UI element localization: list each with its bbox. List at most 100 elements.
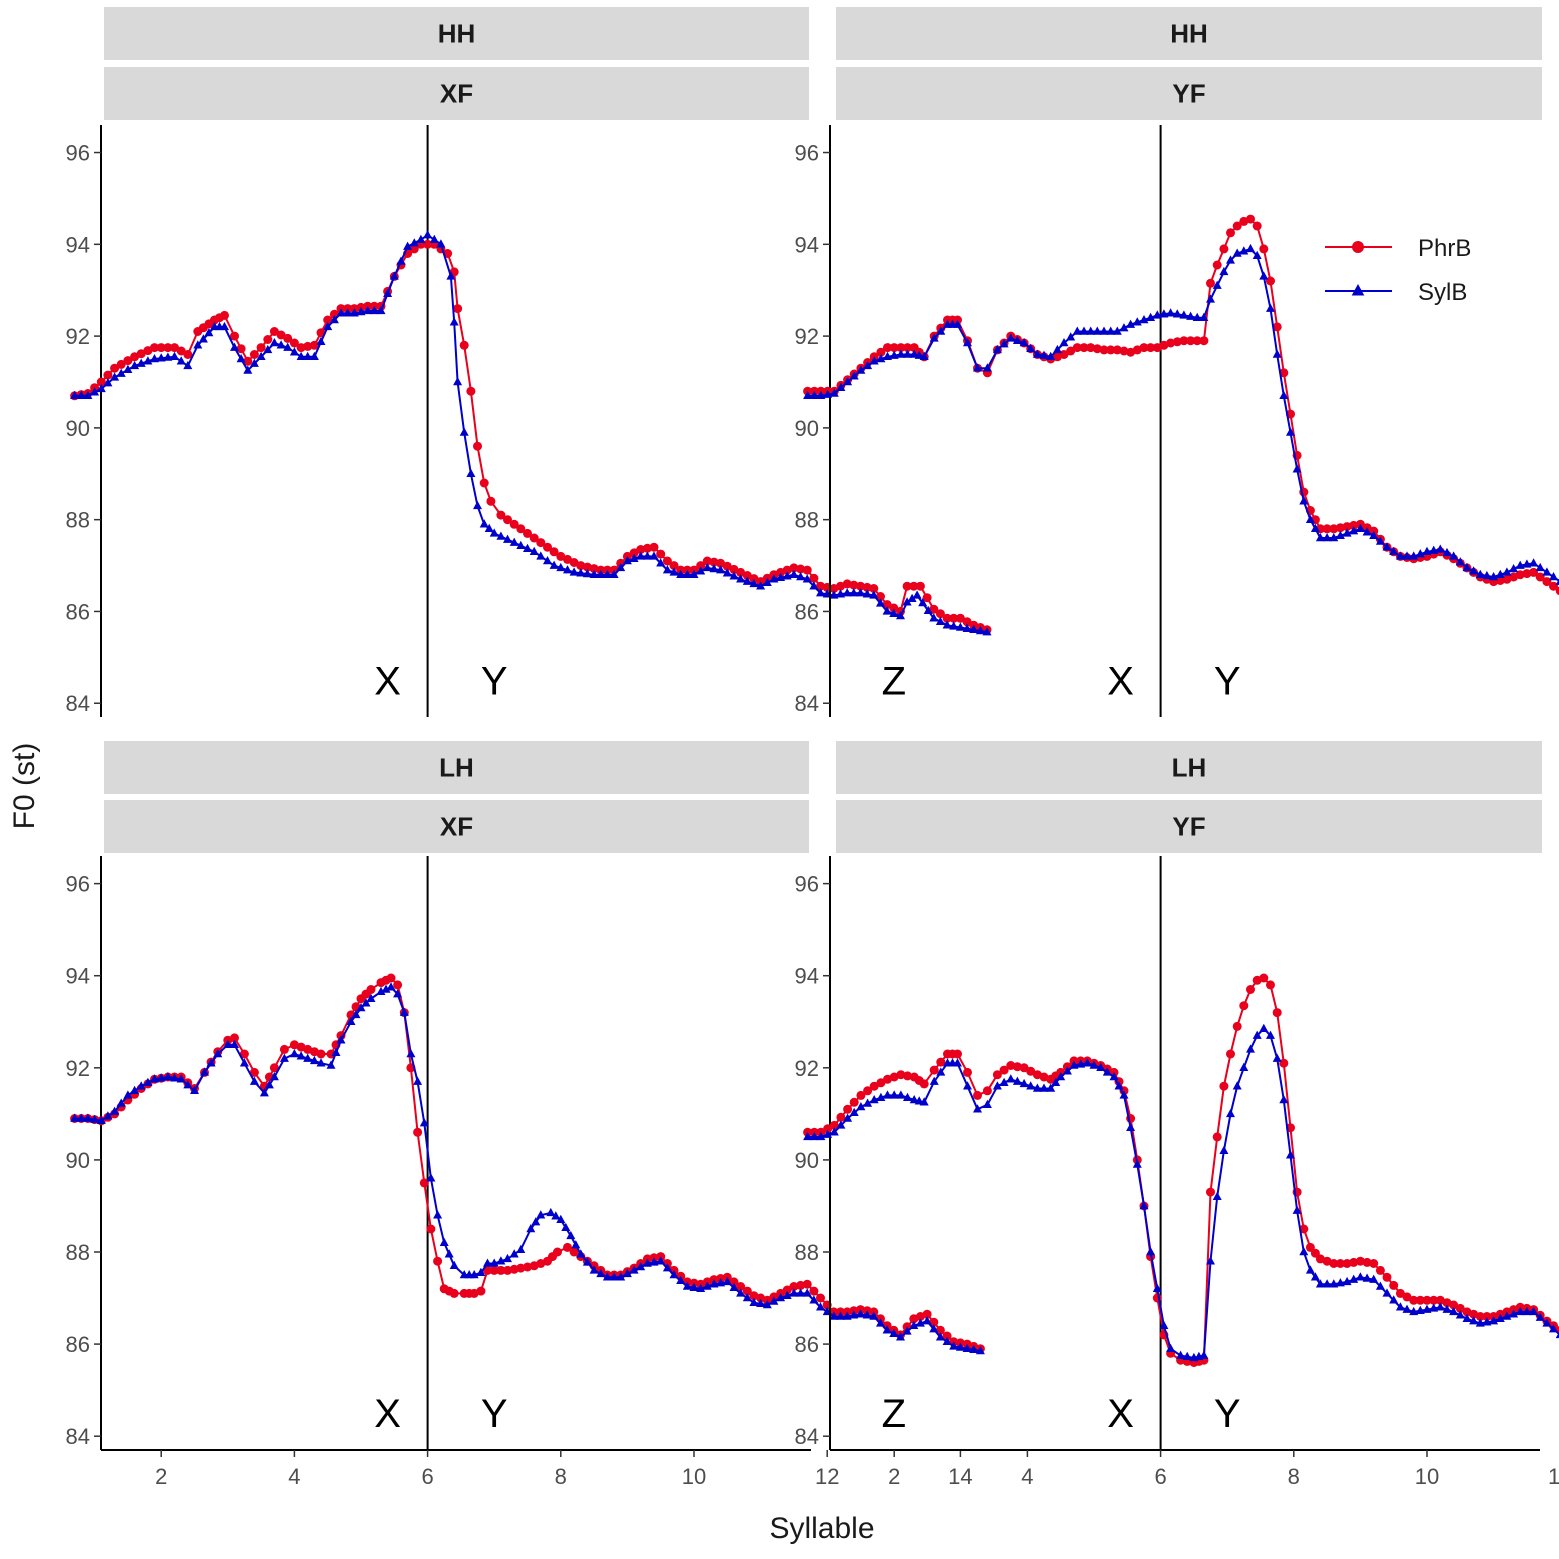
sylb-point: [973, 363, 982, 372]
sylb-point: [136, 358, 146, 367]
sylb-point: [489, 528, 499, 537]
sylb-point: [1415, 1305, 1425, 1314]
sylb-point: [729, 1282, 739, 1291]
sylb-point: [316, 1058, 326, 1067]
phrb-point: [935, 609, 945, 619]
phrb-point: [1026, 1066, 1036, 1076]
phrb-point: [883, 343, 892, 353]
sylb-point: [296, 351, 306, 361]
strip-col-label: XF: [440, 79, 473, 109]
phrb-point: [176, 346, 186, 356]
phrb-point: [1279, 368, 1289, 378]
y-tick-label: 96: [795, 141, 819, 166]
sylb-point: [843, 377, 853, 386]
y-tick-label: 86: [795, 599, 819, 624]
sylb-point: [1292, 1205, 1302, 1214]
region-label-x: X: [1107, 659, 1134, 703]
sylb-point: [1182, 1351, 1192, 1361]
y-tick-label: 88: [66, 1240, 90, 1265]
phrb-point: [669, 561, 679, 571]
sylb-point: [902, 1326, 912, 1335]
phrb-point: [569, 558, 579, 567]
sylb-point: [1355, 1272, 1365, 1281]
phrb-point: [150, 343, 159, 353]
phrb-point: [876, 1078, 886, 1088]
sylb-point: [376, 986, 386, 996]
phrb-point: [1329, 1259, 1339, 1268]
phrb-point: [466, 386, 476, 396]
sylb-line: [74, 985, 981, 1352]
series-phrb: [70, 973, 985, 1354]
phrb-point: [489, 1265, 499, 1275]
y-tick-label: 96: [66, 141, 90, 166]
sylb-point: [1322, 1279, 1332, 1288]
phrb-point: [963, 1067, 972, 1077]
phrb-point: [829, 1120, 839, 1130]
region-label-y: Y: [481, 1392, 508, 1436]
phrb-point: [170, 343, 179, 353]
sylb-point: [526, 1224, 536, 1233]
sylb-point: [596, 569, 606, 578]
phrb-point: [1246, 985, 1255, 994]
sylb-point: [1159, 1320, 1169, 1329]
sylb-point: [1555, 1332, 1559, 1339]
sylb-point: [1535, 562, 1545, 572]
sylb-point: [1495, 569, 1505, 578]
sylb-point: [453, 377, 463, 386]
sylb-point: [742, 1293, 752, 1302]
phrb-point: [220, 310, 229, 320]
x-tick-label: 4: [1021, 1464, 1033, 1489]
sylb-point: [399, 1007, 409, 1016]
sylb-point: [1449, 551, 1459, 560]
sylb-point: [198, 334, 208, 343]
phrb-point: [909, 581, 919, 591]
sylb-point: [1522, 559, 1532, 568]
sylb-point: [662, 565, 672, 574]
phrb-point: [736, 567, 746, 577]
sylb-point: [696, 566, 706, 575]
sylb-point: [1475, 1318, 1485, 1327]
sylb-point: [889, 1090, 899, 1099]
sylb-point: [1415, 549, 1425, 558]
sylb-point: [1062, 1066, 1072, 1075]
phrb-point: [230, 1033, 239, 1043]
sylb-point: [220, 321, 229, 331]
phrb-point: [1232, 221, 1242, 231]
sylb-point: [955, 622, 965, 631]
y-tick-label: 88: [795, 1240, 819, 1265]
sylb-point: [176, 1074, 186, 1083]
sylb-point: [289, 347, 299, 356]
sylb-point: [303, 351, 313, 361]
sylb-point: [616, 1272, 626, 1281]
sylb-point: [849, 1310, 859, 1319]
phrb-point: [736, 1282, 746, 1291]
phrb-point: [123, 356, 133, 366]
sylb-point: [1362, 527, 1372, 536]
sylb-point: [999, 339, 1009, 348]
sylb-point: [1032, 349, 1042, 358]
phrb-point: [503, 515, 512, 525]
x-tick-label: 10: [1415, 1464, 1439, 1489]
sylb-point: [83, 390, 93, 400]
sylb-point: [1422, 546, 1432, 556]
sylb-point: [243, 365, 253, 374]
phrb-point: [509, 519, 519, 529]
phrb-point: [569, 1247, 579, 1257]
sylb-point: [1266, 303, 1275, 312]
sylb-point: [876, 598, 885, 607]
sylb-point: [1299, 1247, 1309, 1256]
sylb-point: [676, 569, 686, 578]
phrb-point: [823, 1124, 833, 1134]
y-tick-label: 84: [795, 1424, 819, 1449]
phrb-point: [529, 533, 539, 543]
sylb-point: [1126, 319, 1136, 328]
sylb-point: [963, 338, 972, 347]
sylb-point: [829, 1127, 839, 1136]
sylb-point: [546, 1207, 556, 1217]
sylb-point: [1515, 560, 1525, 569]
sylb-point: [156, 353, 166, 362]
panel-lh-xf: LH XF 84 86 88 90 92 94 96 2 4 6 8 10 12 14 X Y Z: [66, 741, 985, 1489]
panel-lh-yf: LH YF 84 86 88 90 92 94 96 2 4 6 8 10 12 14 X Y Z: [795, 741, 1559, 1489]
sylb-point: [446, 271, 456, 280]
sylb-point: [316, 336, 326, 346]
